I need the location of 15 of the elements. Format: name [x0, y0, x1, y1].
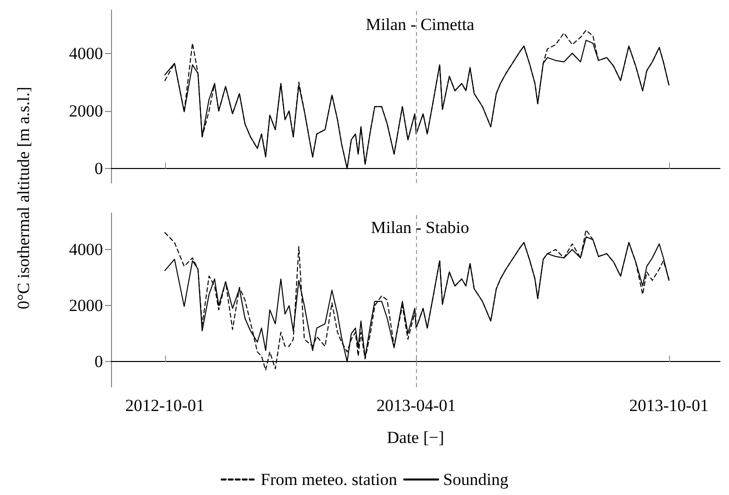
- y-tick-label: 0: [94, 352, 103, 372]
- chart-title: Milan - Cimetta: [366, 15, 475, 34]
- legend-label: Sounding: [443, 470, 509, 489]
- x-tick-label: 2013-10-01: [629, 396, 709, 415]
- x-tick-label: 2012-10-01: [125, 396, 205, 415]
- y-tick-label: 0: [94, 159, 103, 178]
- y-axis-title: 0°C isothermal altitude [m a.s.l.]: [14, 86, 34, 310]
- y-tick-label: 4000: [69, 44, 103, 63]
- legend-label: From meteo. station: [260, 470, 398, 489]
- y-tick-label: 4000: [69, 240, 103, 259]
- y-tick-label: 2000: [69, 296, 103, 316]
- y-tick-label: 2000: [69, 101, 103, 120]
- x-tick-label: 2013-04-01: [376, 396, 456, 415]
- chart-title: Milan - Stabio: [370, 218, 470, 237]
- x-axis-title: Date [−]: [386, 428, 444, 447]
